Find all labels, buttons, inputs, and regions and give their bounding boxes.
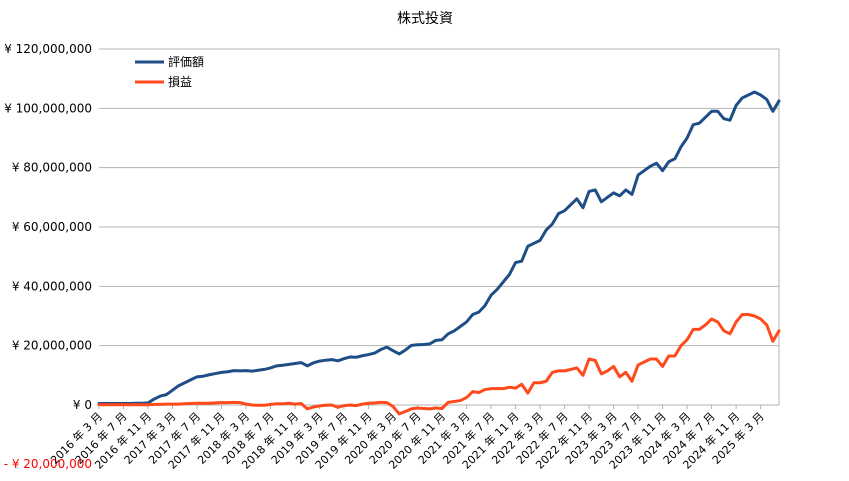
y-tick-label: ¥ 100,000,000 <box>4 101 92 115</box>
series-lines <box>97 90 781 416</box>
legend: 評価額 損益 <box>135 54 204 89</box>
legend-label-valuation: 評価額 <box>168 54 204 69</box>
chart-title: 株式投資 <box>397 11 453 27</box>
y-tick-label: ¥ 80,000,000 <box>12 161 92 175</box>
y-tick-label: ¥ 60,000,000 <box>12 220 92 234</box>
y-tick-label: ¥ 0 <box>73 398 92 412</box>
grid-lines <box>99 48 780 406</box>
y-tick-label: ¥ 120,000,000 <box>4 42 92 56</box>
series-line-profit-loss <box>97 313 781 416</box>
series-line-valuation <box>97 90 781 406</box>
y-axis-tick-labels: ¥ 120,000,000 ¥ 100,000,000 ¥ 80,000,000 ¥ … <box>4 42 92 471</box>
y-tick-label: ¥ 40,000,000 <box>12 279 92 293</box>
y-tick-label: ¥ 20,000,000 <box>12 339 92 353</box>
legend-label-profit-loss: 損益 <box>168 74 192 89</box>
y-tick-label: - ¥ 20,000,000 <box>4 457 92 471</box>
